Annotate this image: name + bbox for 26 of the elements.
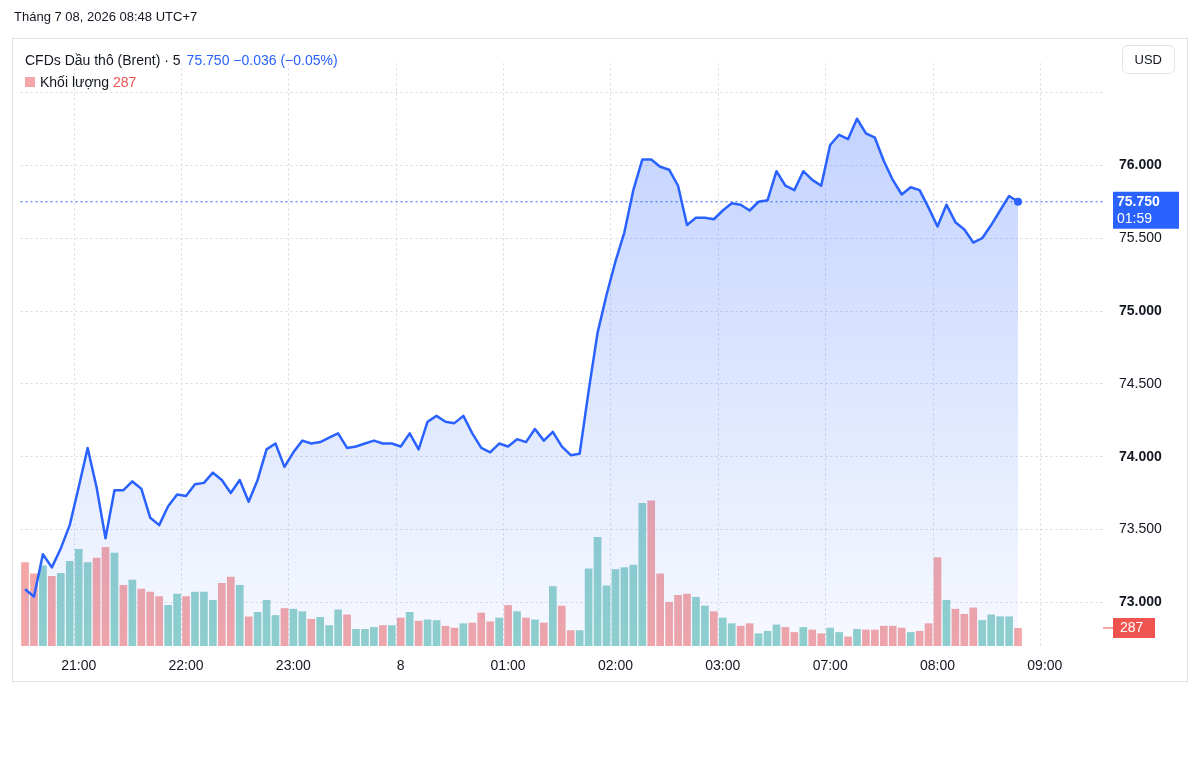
x-tick-label: 07:00 <box>812 657 848 674</box>
y-tick-label: 74.500 <box>1119 374 1163 391</box>
y-tick-label: 74.000 <box>1119 447 1163 464</box>
chart-title: CFDs Dầu thô (Brent) · 5 <box>25 52 181 68</box>
x-tick-label: 08:00 <box>919 657 956 674</box>
x-tick-label: 23:00 <box>275 657 312 674</box>
x-tick-label: 03:00 <box>705 657 741 674</box>
x-tick-label: 21:00 <box>61 657 97 674</box>
legend-label: Khối lượng <box>40 74 110 90</box>
y2-tick-label: 287 <box>1120 618 1144 635</box>
y-axis-title: USD <box>1121 45 1175 74</box>
y-tick-label: 73.500 <box>1119 520 1163 537</box>
y-tick-label: 75.000 <box>1119 301 1163 318</box>
chart-subtitle: 75.750 −0.036 (−0.05%) <box>186 52 338 68</box>
y-tick-label: 73.000 <box>1119 593 1163 610</box>
y-tick-label: 75.500 <box>1119 229 1163 246</box>
y-tick-label: 76.000 <box>1119 156 1163 173</box>
x-tick-label: 8 <box>396 657 405 674</box>
text: 287 <box>113 74 137 90</box>
text: 01:59 <box>1117 209 1153 226</box>
x-tick-label: 02:00 <box>597 657 634 674</box>
x-tick-label: 01:00 <box>490 657 526 674</box>
ref-line-label: 75.750 <box>1117 192 1161 209</box>
text: Tháng 7 08, 2026 08:48 UTC+7 <box>14 9 198 24</box>
x-tick-label: 09:00 <box>1027 657 1063 674</box>
x-tick-label: 22:00 <box>168 657 204 674</box>
